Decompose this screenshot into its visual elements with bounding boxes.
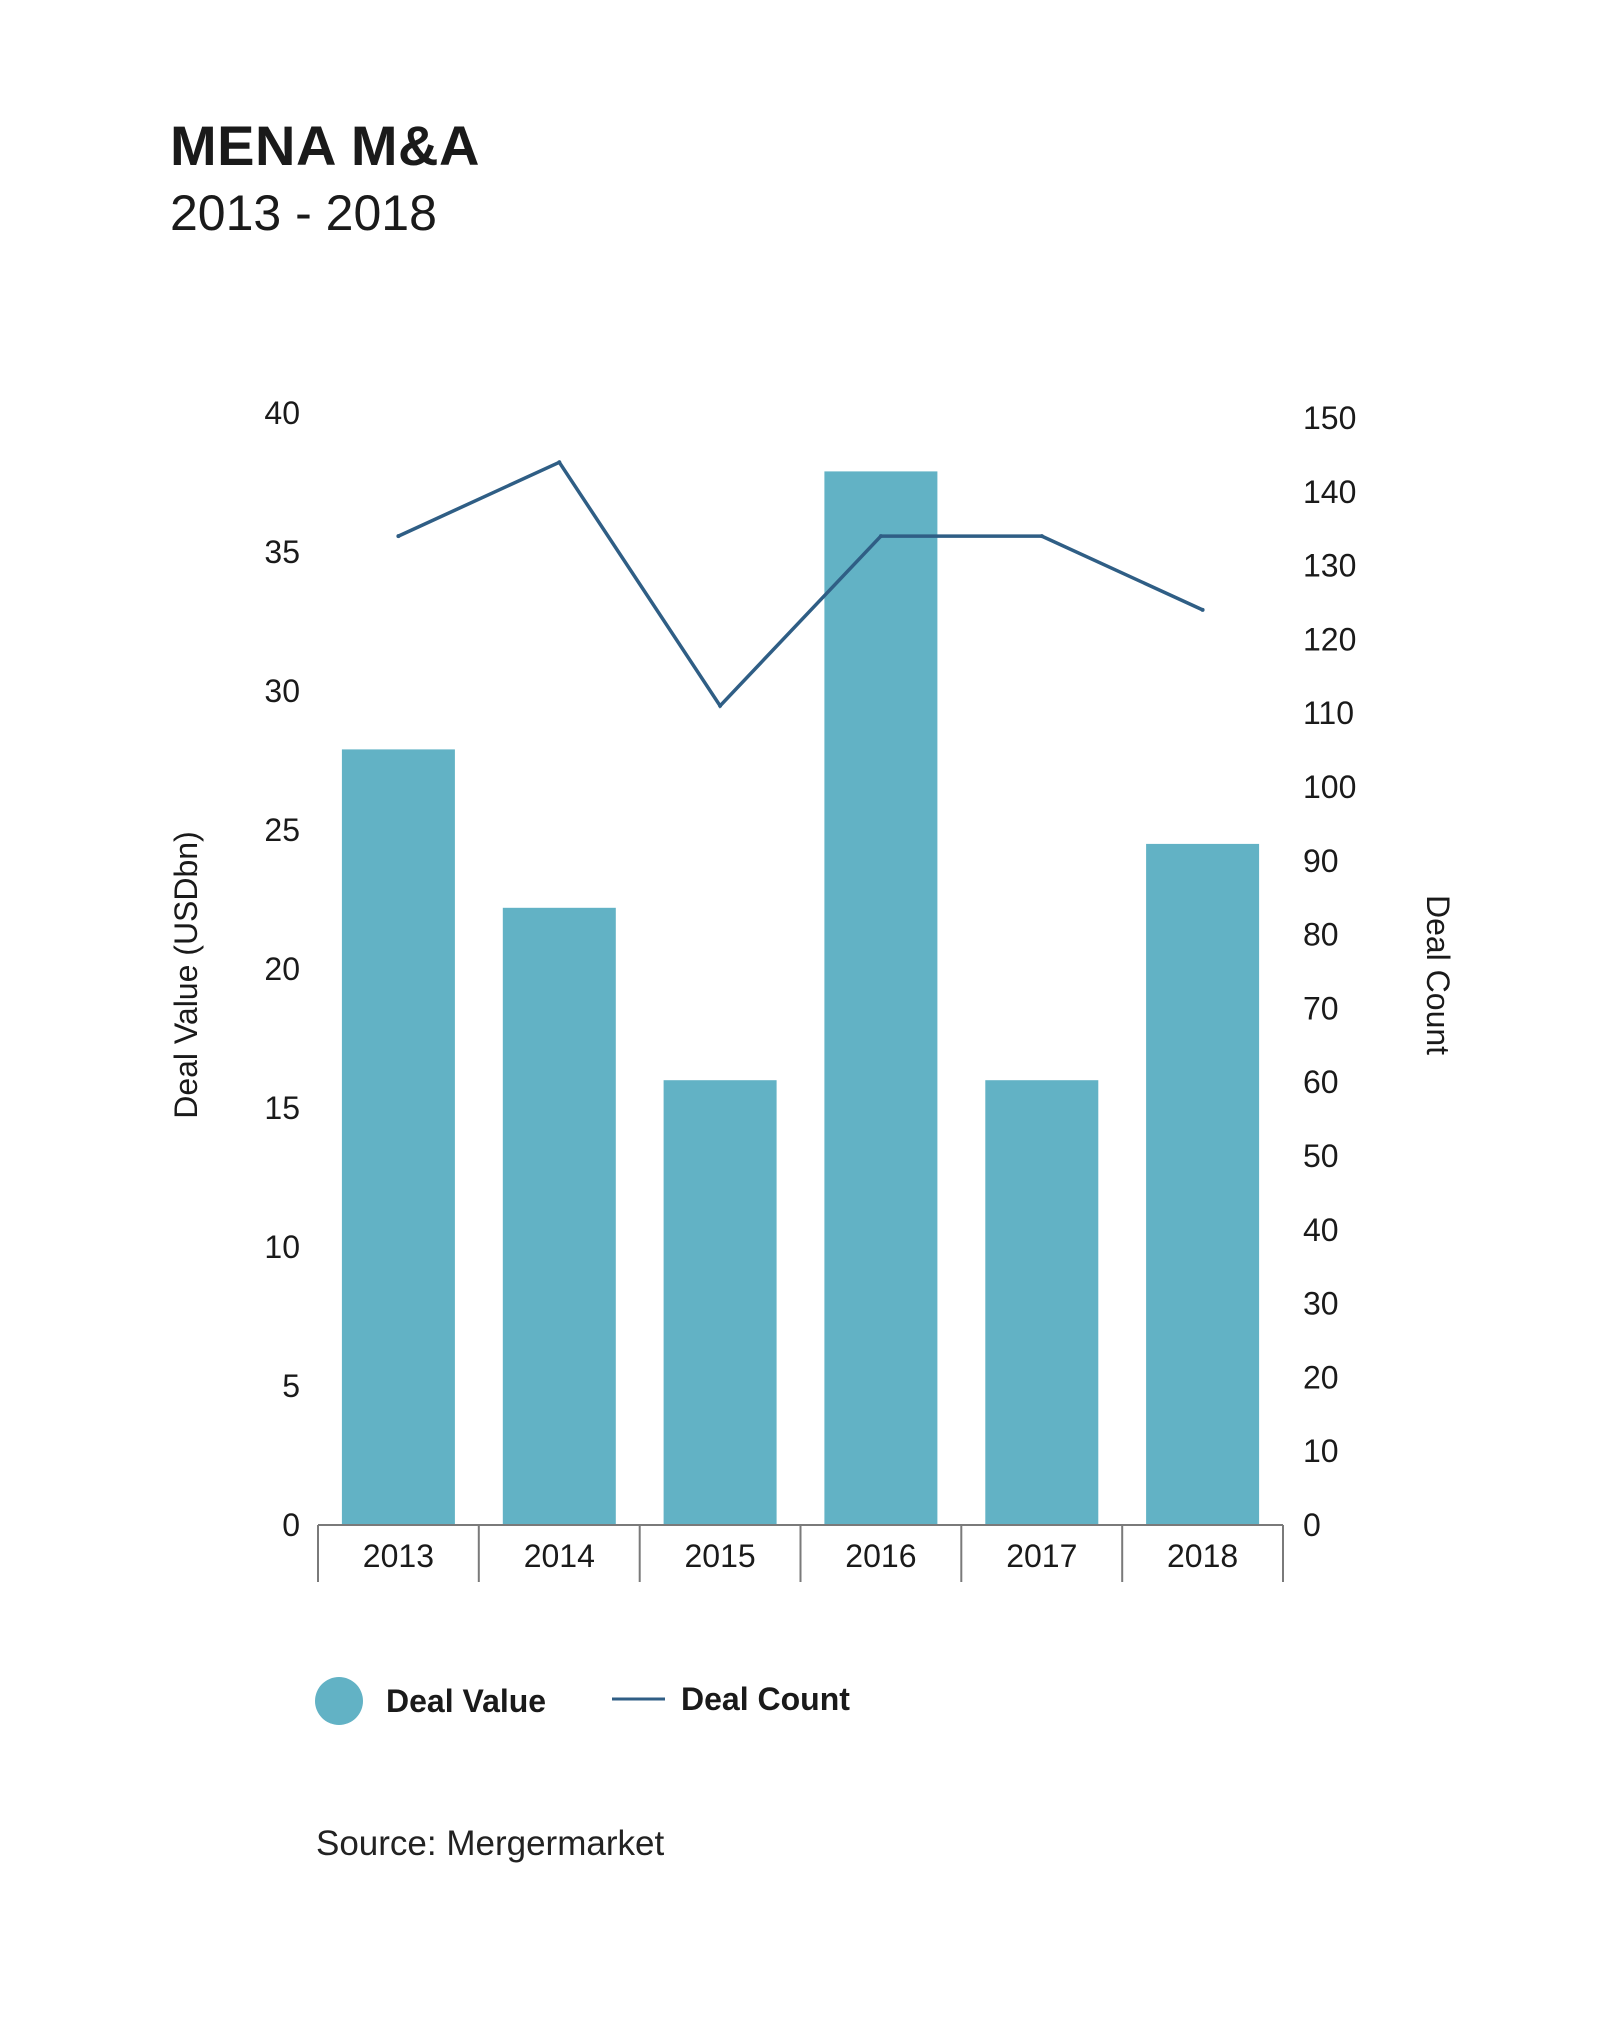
right-tick-label-20: 20 <box>1303 1359 1339 1395</box>
right-tick-label-80: 80 <box>1303 917 1339 953</box>
legend-label-deal-count: Deal Count <box>681 1681 850 1717</box>
right-tick-label-0: 0 <box>1303 1507 1321 1543</box>
left-tick-label-0: 0 <box>282 1507 300 1543</box>
left-tick-label-15: 15 <box>264 1090 300 1126</box>
left-tick-label-10: 10 <box>264 1229 300 1265</box>
bar-2017 <box>985 1080 1099 1525</box>
bars-layer <box>341 471 1260 1525</box>
x-tick-label-2017: 2017 <box>1006 1538 1077 1574</box>
left-tick-label-30: 30 <box>264 673 300 709</box>
right-axis-title: Deal Count <box>1420 895 1456 1055</box>
right-tick-label-70: 70 <box>1303 990 1339 1026</box>
line-point-2018 <box>1200 607 1205 612</box>
line-point-2013 <box>396 534 401 539</box>
legend-swatch-deal-value <box>315 1677 363 1725</box>
line-point-2015 <box>718 703 723 708</box>
right-tick-label-130: 130 <box>1303 548 1356 584</box>
chart-subtitle: 2013 - 2018 <box>170 185 437 241</box>
x-tick-label-2015: 2015 <box>685 1538 756 1574</box>
right-tick-label-150: 150 <box>1303 400 1356 436</box>
left-y-axis: 0 5 10 15 20 25 30 35 40 <box>264 395 300 1543</box>
bar-2015 <box>663 1080 777 1525</box>
chart-title: MENA M&A <box>170 114 480 177</box>
right-tick-label-30: 30 <box>1303 1286 1339 1322</box>
legend: Deal Value Deal Count <box>315 1677 850 1725</box>
x-axis: 2013 2014 2015 2016 2017 2018 <box>317 1524 1284 1582</box>
right-tick-label-60: 60 <box>1303 1064 1339 1100</box>
bar-2016 <box>824 471 938 1525</box>
left-tick-label-5: 5 <box>282 1368 300 1404</box>
right-y-axis: 0 10 20 30 40 50 60 70 80 90 100 110 120 130 140 150 <box>1303 400 1356 1543</box>
bar-2014 <box>502 907 616 1525</box>
right-tick-label-50: 50 <box>1303 1138 1339 1174</box>
source-note: Source: Mergermarket <box>316 1824 665 1863</box>
right-tick-label-90: 90 <box>1303 843 1339 879</box>
right-tick-label-100: 100 <box>1303 769 1356 805</box>
left-axis-title: Deal Value (USDbn) <box>168 831 204 1119</box>
left-tick-label-20: 20 <box>264 951 300 987</box>
right-tick-label-10: 10 <box>1303 1433 1339 1469</box>
line-point-2017 <box>1039 534 1044 539</box>
x-tick-label-2013: 2013 <box>363 1538 434 1574</box>
left-tick-label-25: 25 <box>264 812 300 848</box>
deal-count-line <box>397 460 1204 709</box>
right-tick-label-140: 140 <box>1303 474 1356 510</box>
right-tick-label-120: 120 <box>1303 621 1356 657</box>
bar-2013 <box>341 749 455 1525</box>
legend-label-deal-value: Deal Value <box>386 1683 546 1719</box>
x-tick-label-2016: 2016 <box>845 1538 916 1574</box>
line-layer <box>396 460 1205 709</box>
x-tick-label-2018: 2018 <box>1167 1538 1238 1574</box>
bar-2018 <box>1146 843 1260 1525</box>
left-tick-label-40: 40 <box>264 395 300 431</box>
line-point-2016 <box>878 534 883 539</box>
x-tick-label-2014: 2014 <box>524 1538 595 1574</box>
right-tick-label-40: 40 <box>1303 1212 1339 1248</box>
left-tick-label-35: 35 <box>264 534 300 570</box>
right-tick-label-110: 110 <box>1303 695 1354 731</box>
line-point-2014 <box>557 460 562 465</box>
